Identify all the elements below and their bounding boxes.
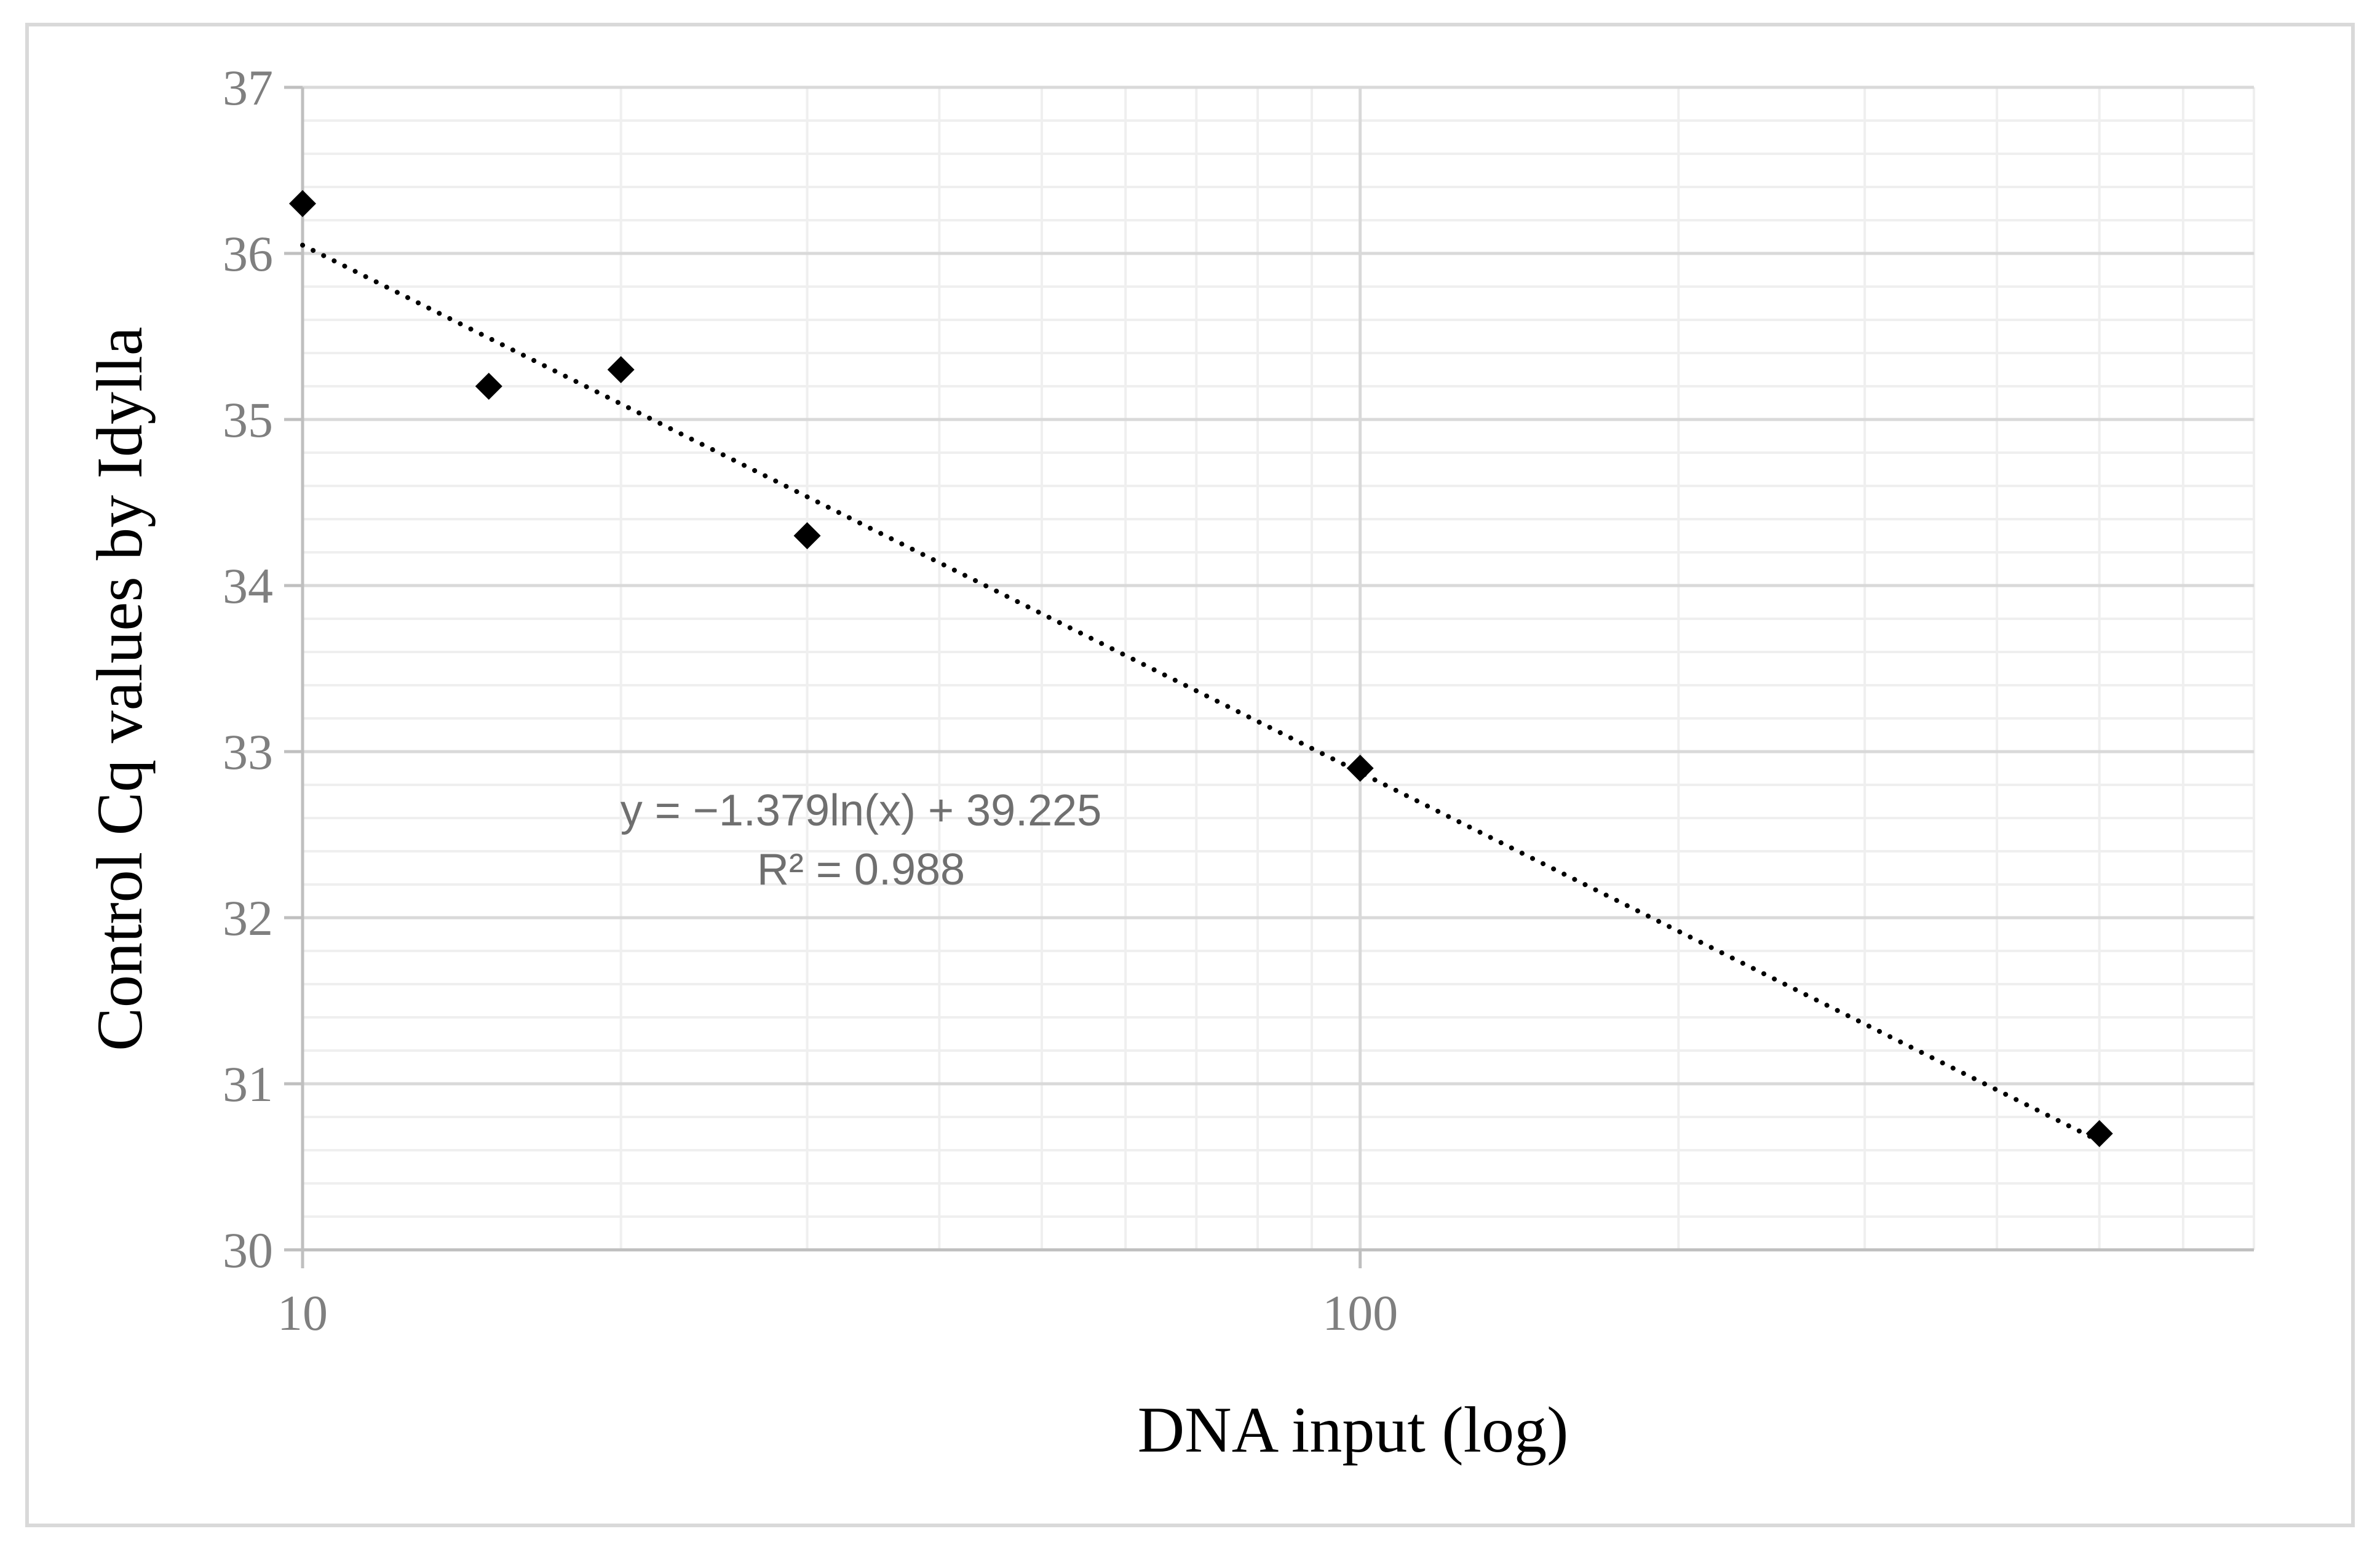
data-point-diamond: [1346, 755, 1374, 782]
x-tick-label: 10: [277, 1285, 328, 1341]
minor-gridlines: [303, 87, 2255, 1250]
axes: [284, 85, 2254, 1268]
data-point-diamond: [607, 356, 635, 383]
y-tick-label: 34: [223, 558, 273, 614]
y-tick-label: 31: [223, 1056, 273, 1112]
trendline-equation: y = −1.379ln(x) + 39.225: [621, 786, 1102, 835]
y-tick-label: 30: [223, 1222, 273, 1278]
y-axis-title: Control Cq values by Idylla: [84, 327, 156, 1051]
data-point-diamond: [793, 522, 821, 549]
y-tick-label: 36: [223, 226, 273, 282]
y-tick-label: 35: [223, 392, 273, 448]
data-points: [289, 190, 2113, 1147]
data-point-diamond: [475, 373, 502, 400]
y-tick-labels: 30 31 32 33 34 35 36 37: [223, 60, 273, 1278]
x-tick-labels: 10 100: [277, 1285, 1398, 1341]
y-tick-label: 37: [223, 60, 273, 116]
x-axis-title: DNA input (log): [1138, 1394, 1569, 1466]
data-point-diamond: [2085, 1120, 2113, 1147]
data-point-diamond: [289, 190, 316, 217]
x-tick-label: 100: [1322, 1285, 1398, 1341]
major-gridlines: [303, 85, 2254, 1250]
chart-frame: [25, 23, 2355, 1527]
trendline-r-squared: R² = 0.988: [757, 845, 965, 894]
y-tick-label: 32: [223, 890, 273, 946]
y-tick-label: 33: [223, 724, 273, 780]
